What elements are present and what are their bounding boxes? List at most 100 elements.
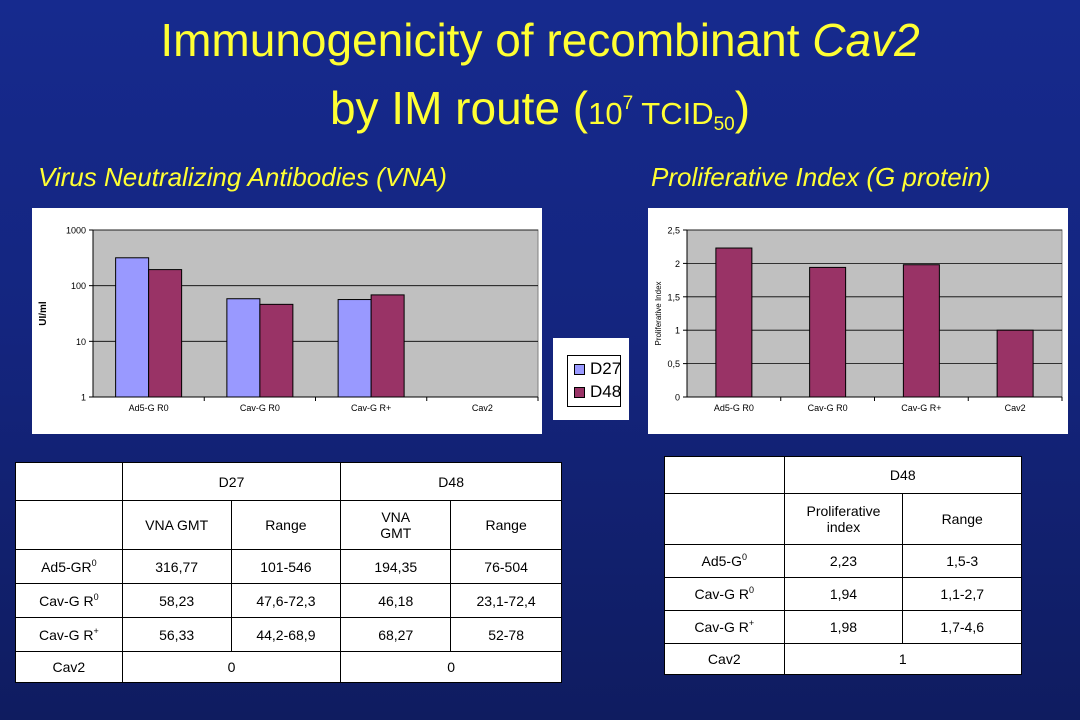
table-row: Cav-G R0 58,23 47,6-72,3 46,18 23,1-72,4 — [15, 583, 562, 618]
x-tick-label: Ad5-G R0 — [129, 403, 169, 413]
title-dose-sub: 50 — [713, 114, 735, 135]
vna-group-header-d27: D27 — [121, 462, 342, 501]
vna-chart-panel: 1 10 100 1000 Ad5-G R0 Cav-G R0 Cav-G R+ Cav2 UI… — [32, 208, 542, 434]
row-label: Cav-G R0 — [15, 583, 123, 618]
table-cell: 23,1-72,4 — [450, 583, 562, 618]
table-cell: 58,23 — [121, 583, 232, 618]
x-tick-label: Cav2 — [1005, 403, 1026, 413]
chart-legend: D27 D48 — [553, 338, 629, 420]
table-cell: 0 — [121, 651, 342, 683]
bar-d27 — [226, 298, 261, 398]
table-cell: 2,23 — [783, 544, 904, 578]
bar-d27 — [337, 299, 372, 398]
y-tick-label: 2 — [675, 259, 680, 269]
vna-group-header-d48: D48 — [340, 462, 562, 501]
legend-item-d48: D48 — [574, 382, 621, 402]
table-row: Ad5-G0 2,23 1,5-3 — [664, 544, 1022, 578]
page-title-line-1: Immunogenicity of recombinant Cav2 — [0, 12, 1080, 68]
table-row: Cav-G R+ 56,33 44,2-68,9 68,27 52-78 — [15, 617, 562, 652]
bar-d48 — [902, 264, 940, 398]
row-label: Cav2 — [664, 643, 785, 675]
legend-frame: D27 D48 — [567, 355, 621, 407]
bar-d48 — [996, 329, 1034, 398]
row-label: Ad5-GR0 — [15, 549, 123, 584]
pi-col-header: Proliferative index — [783, 493, 904, 545]
pi-table-column-header-row: Proliferative index Range — [664, 493, 1022, 545]
page-title-line-2: by IM route (107 TCID50) — [0, 76, 1080, 153]
bar-d48 — [259, 303, 294, 398]
pi-col-header: Range — [902, 493, 1022, 545]
row-label: Cav-G R0 — [664, 577, 785, 611]
vna-col-header: VNA GMT — [340, 500, 452, 550]
title-close-paren: ) — [734, 82, 751, 134]
legend-swatch-d48 — [574, 386, 585, 398]
table-cell: 1,98 — [783, 610, 904, 644]
pi-table-group-header-row: D48 — [664, 456, 1023, 494]
vna-table-corner — [15, 462, 123, 501]
x-tick-label: Cav-G R0 — [240, 403, 280, 413]
table-cell: 56,33 — [121, 617, 232, 652]
title-dose-base: 10 — [588, 96, 623, 131]
title-route: by IM route ( — [329, 82, 589, 134]
vna-chart: 1 10 100 1000 Ad5-G R0 Cav-G R0 Cav-G R+ Cav2 UI… — [38, 226, 539, 413]
pi-table-corner — [664, 456, 785, 494]
table-cell: 47,6-72,3 — [230, 583, 342, 618]
vna-table: D27 D48 VNA GMT Range VNA GMT Range Ad5-… — [15, 462, 562, 683]
pi-group-header-d48: D48 — [783, 456, 1023, 494]
vna-col-header: Range — [230, 500, 342, 550]
y-axis-label: UI/ml — [38, 301, 49, 326]
table-cell: 101-546 — [230, 549, 342, 584]
legend-label-d48: D48 — [590, 382, 622, 401]
legend-swatch-d27 — [574, 363, 585, 375]
title-text: Immunogenicity of recombinant — [160, 14, 800, 66]
y-axis-label: Proliferative Index — [654, 281, 663, 345]
title-dose-unit: TCID — [641, 96, 714, 131]
table-cell: 194,35 — [340, 549, 452, 584]
y-tick-label: 1000 — [66, 226, 86, 236]
legend-item-d27: D27 — [574, 359, 621, 379]
pi-table-corner-2 — [664, 493, 785, 545]
proliferative-table: D48 Proliferative index Range Ad5-G0 2,2… — [664, 456, 1023, 675]
row-label: Ad5-G0 — [664, 544, 785, 578]
table-cell: 0 — [340, 651, 562, 683]
title-italic: Cav2 — [812, 14, 920, 66]
vna-table-corner-2 — [15, 500, 123, 550]
table-cell: 68,27 — [340, 617, 452, 652]
bar-d27 — [115, 257, 150, 398]
proliferative-subtitle: Proliferative Index (G protein) — [651, 162, 991, 192]
x-tick-label: Ad5-G R0 — [714, 403, 754, 413]
vna-col-header: Range — [450, 500, 562, 550]
vna-table-column-header-row: VNA GMT Range VNA GMT Range — [15, 500, 562, 550]
table-cell: 1,1-2,7 — [902, 577, 1022, 611]
title-dose-exponent: 7 — [622, 93, 634, 114]
x-tick-label: Cav-G R0 — [808, 403, 848, 413]
table-row: Cav-G R0 1,94 1,1-2,7 — [664, 577, 1022, 611]
table-row: Cav-G R+ 1,98 1,7-4,6 — [664, 610, 1022, 644]
vna-col-header: VNA GMT — [121, 500, 232, 550]
table-row: Ad5-GR0 316,77 101-546 194,35 76-504 — [15, 549, 562, 584]
legend-label-d27: D27 — [590, 359, 622, 378]
bar-d48 — [715, 247, 753, 398]
x-tick-label: Cav2 — [472, 403, 493, 413]
vna-subtitle: Virus Neutralizing Antibodies (VNA) — [38, 162, 447, 192]
x-tick-label: Cav-G R+ — [351, 403, 391, 413]
y-tick-label: 0,5 — [667, 359, 680, 369]
row-label: Cav2 — [15, 651, 123, 683]
table-row: Cav2 1 — [664, 643, 1023, 675]
table-cell: 46,18 — [340, 583, 452, 618]
table-cell: 1,7-4,6 — [902, 610, 1022, 644]
y-tick-label: 100 — [71, 281, 86, 291]
table-row: Cav2 0 0 — [15, 651, 562, 683]
table-cell: 1 — [783, 643, 1023, 675]
y-tick-label: 10 — [76, 337, 86, 347]
table-cell: 1,5-3 — [902, 544, 1022, 578]
row-label: Cav-G R+ — [15, 617, 123, 652]
row-label: Cav-G R+ — [664, 610, 785, 644]
x-tick-label: Cav-G R+ — [901, 403, 941, 413]
table-cell: 52-78 — [450, 617, 562, 652]
y-tick-label: 1 — [81, 393, 86, 403]
vna-table-group-header-row: D27 D48 — [15, 462, 562, 501]
y-tick-label: 1,5 — [667, 292, 680, 302]
bar-d48 — [809, 266, 847, 398]
bar-d48 — [148, 269, 183, 398]
